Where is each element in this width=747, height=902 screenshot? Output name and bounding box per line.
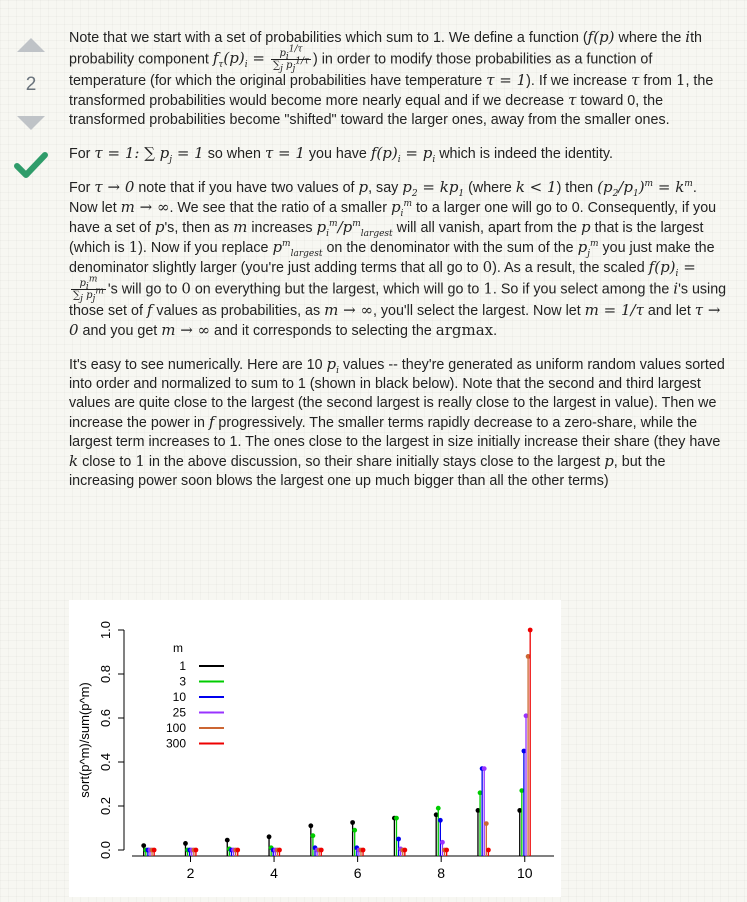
paragraph-3: For τ → 0 note that if you have two valu… bbox=[69, 178, 727, 339]
legend-label: 3 bbox=[179, 675, 186, 689]
point-300 bbox=[527, 627, 533, 633]
point-300 bbox=[360, 847, 366, 853]
fraction: pim ∑j pjm bbox=[71, 274, 106, 304]
accepted-check-icon bbox=[14, 152, 48, 178]
legend-label: 100 bbox=[166, 721, 186, 735]
point-1 bbox=[433, 812, 439, 818]
point-300 bbox=[444, 847, 450, 853]
y-axis-label: sort(p^m)/sum(p^m) bbox=[77, 682, 92, 797]
chart-panel: 2 4 6 8 10 0.0 0.2 0.4 0.6 0.8 1.0 sort(p^m)/sum(p^… bbox=[69, 600, 561, 897]
legend-title: m bbox=[173, 641, 183, 655]
paragraph-1: Note that we start with a set of probabi… bbox=[69, 28, 714, 128]
point-3 bbox=[477, 790, 483, 796]
point-300 bbox=[151, 847, 157, 853]
x-tick-label: 8 bbox=[437, 865, 445, 881]
point-3 bbox=[352, 827, 358, 833]
y-tick-label: 0.6 bbox=[98, 709, 113, 727]
legend-label: 1 bbox=[179, 659, 186, 673]
point-100 bbox=[483, 821, 489, 826]
point-300 bbox=[193, 847, 199, 853]
point-10 bbox=[396, 836, 401, 842]
point-1 bbox=[266, 834, 272, 840]
x-tick-label: 4 bbox=[270, 865, 278, 881]
y-tick-label: 0.8 bbox=[98, 665, 113, 683]
point-25 bbox=[481, 766, 487, 771]
point-25 bbox=[523, 713, 529, 719]
y-tick-label: 0.4 bbox=[98, 753, 113, 771]
point-1 bbox=[224, 837, 230, 843]
upvote-arrow-icon[interactable] bbox=[17, 38, 45, 52]
point-3 bbox=[394, 815, 399, 821]
point-1 bbox=[183, 841, 188, 846]
paragraph-2: For τ = 1: ∑ pj = 1 so when τ = 1 you ha… bbox=[69, 144, 613, 165]
fraction: pi1/τ ∑j pj1/τ bbox=[270, 44, 312, 74]
point-300 bbox=[235, 847, 241, 853]
point-1 bbox=[308, 823, 314, 829]
vote-count: 2 bbox=[25, 74, 37, 95]
point-300 bbox=[277, 847, 282, 853]
point-3 bbox=[435, 805, 441, 811]
share-chart: 2 4 6 8 10 0.0 0.2 0.4 0.6 0.8 1.0 sort(p^m)/sum(p^… bbox=[77, 621, 554, 881]
point-300 bbox=[318, 847, 324, 853]
point-100 bbox=[525, 654, 531, 659]
point-1 bbox=[517, 808, 523, 813]
paragraph-4: It's easy to see numerically. Here are 1… bbox=[69, 355, 725, 489]
point-10 bbox=[437, 817, 443, 823]
y-tick-label: 0.0 bbox=[98, 841, 113, 859]
legend-label: 300 bbox=[166, 737, 186, 751]
point-1 bbox=[141, 843, 147, 848]
downvote-arrow-icon[interactable] bbox=[17, 116, 45, 130]
point-25 bbox=[440, 839, 445, 845]
point-300 bbox=[486, 847, 491, 853]
point-300 bbox=[402, 847, 408, 853]
answer-body: Note that we start with a set of probabi… bbox=[69, 28, 729, 505]
point-10 bbox=[521, 748, 527, 754]
point-1 bbox=[475, 808, 481, 813]
x-tick-label: 2 bbox=[187, 865, 195, 881]
x-tick-label: 10 bbox=[517, 865, 533, 881]
point-3 bbox=[310, 833, 316, 839]
y-tick-label: 0.2 bbox=[98, 797, 113, 815]
point-1 bbox=[350, 820, 356, 825]
x-tick-label: 6 bbox=[354, 865, 362, 881]
legend-label: 10 bbox=[173, 690, 187, 704]
point-3 bbox=[519, 788, 525, 793]
y-tick-label: 1.0 bbox=[98, 621, 113, 639]
legend-label: 25 bbox=[173, 706, 187, 720]
